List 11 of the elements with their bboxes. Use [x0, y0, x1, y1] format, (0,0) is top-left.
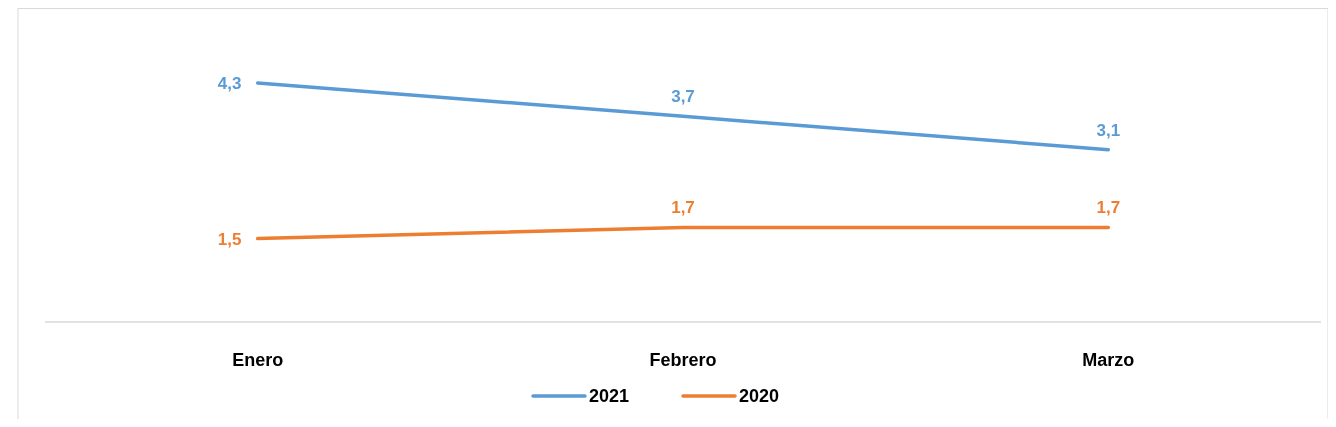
- data-label: 4,3: [217, 73, 242, 93]
- data-label: 3,7: [671, 87, 695, 107]
- legend-label: 2020: [739, 386, 780, 407]
- data-label: 3,1: [1096, 120, 1121, 140]
- x-tick-label: Febrero: [649, 350, 717, 370]
- x-tick-label: Marzo: [1082, 350, 1135, 370]
- data-label: 1,5: [217, 229, 242, 249]
- data-label: 1,7: [1096, 198, 1121, 218]
- x-tick-label: Enero: [232, 350, 284, 370]
- data-label: 1,7: [671, 198, 695, 218]
- legend-label: 2021: [589, 386, 630, 407]
